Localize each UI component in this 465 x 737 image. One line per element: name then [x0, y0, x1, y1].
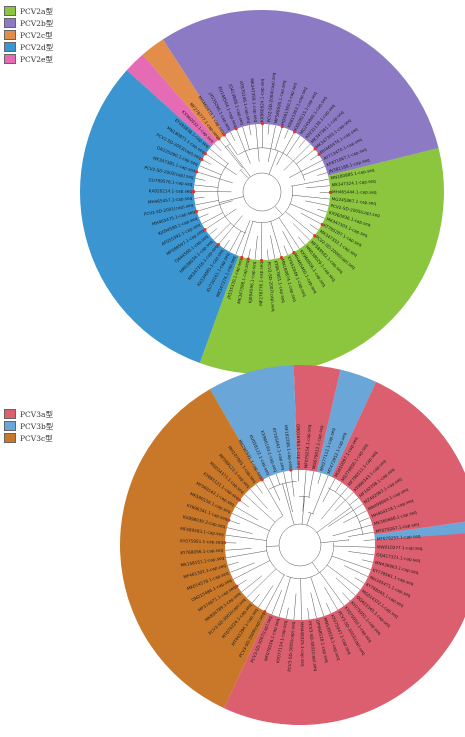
legend-label: PCV2a型 [20, 6, 53, 16]
tip-label: PCV2-SD-2004(cap).seq [266, 72, 276, 123]
tree-center [225, 470, 375, 620]
highlight-marker [217, 137, 221, 141]
highlight-marker [246, 257, 250, 261]
legend-item-pcv2a: PCV2a型 [4, 5, 53, 17]
tip-label: MW010277.1-cap.seq [377, 544, 423, 550]
clade-sector-pcv2a [199, 147, 444, 374]
legend-swatch [4, 409, 16, 419]
tip-label: KX960924.1-cap.seq [259, 78, 264, 122]
clade-sector-pcv2e [126, 54, 218, 147]
legend-swatch [4, 30, 16, 40]
highlight-marker [293, 130, 297, 134]
highlight-marker [227, 518, 231, 522]
highlight-marker [313, 234, 317, 238]
highlight-marker [313, 147, 317, 151]
tip-label: GU799576.1-cap.seq [148, 177, 193, 187]
legend-swatch [4, 433, 16, 443]
legend-item-pcv3c: PCV3c型 [4, 432, 53, 444]
tip-label: MH465444.1-cap.seq [332, 189, 377, 194]
legend-label: PCV2c型 [20, 30, 53, 40]
clade-sector-pcv2b [162, 10, 439, 176]
tree-branches [225, 470, 375, 620]
highlight-marker [260, 258, 264, 263]
legend-label: PCV3b型 [20, 421, 54, 431]
clade-sector-pcv3a [293, 364, 341, 472]
clade-sector-pcv3b [210, 365, 298, 481]
highlight-marker [260, 478, 264, 482]
clade-sector-pcv3b [374, 521, 465, 540]
legend-item-pcv2e: PCV2e型 [4, 53, 53, 65]
highlight-marker [279, 256, 284, 260]
tip-label: KJ094596.1-cap.seq [247, 261, 256, 303]
legend-swatch [4, 6, 16, 16]
highlight-marker [222, 133, 226, 137]
pcv3-circular-tree: PCV3-SD-3009(cap).seqMT461294.1-cap.seqM… [120, 364, 465, 725]
legend-item-pcv2d: PCV2d型 [4, 41, 53, 53]
tip-label: MF278776.1-cap.seq [258, 262, 263, 306]
legend-label: PCV2d型 [20, 42, 54, 52]
highlight-marker [320, 223, 324, 227]
legend-item-pcv3a: PCV3a型 [4, 408, 53, 420]
tip-label: KY768056.1-cap.seq [180, 547, 224, 555]
clade-sector-pcv3a [223, 530, 465, 725]
legend-swatch [4, 421, 16, 431]
highlight-marker [237, 498, 241, 502]
tip-label: PCV3-SD-3001(cap).seq [307, 621, 318, 672]
tip-label: PCV2-SD-2007(cap).seq [266, 261, 276, 312]
highlight-marker [240, 255, 244, 260]
highlight-marker [289, 468, 293, 472]
legend-label: PCV2e型 [20, 54, 53, 64]
pcv2-circular-tree: MK347374.1-cap.seqKU720161.1-cap.seqKX53… [80, 10, 444, 374]
tree-branches [193, 123, 331, 261]
legend-item-pcv2c: PCV2c型 [4, 29, 53, 41]
tree-center [194, 124, 330, 260]
legend-swatch [4, 42, 16, 52]
clade-sector-pcv2d [80, 70, 239, 364]
tip-label: MK347324.1-cap.seq [331, 178, 376, 187]
tip-label: OQ417321.1-cap.seq [376, 552, 421, 563]
highlight-marker [200, 157, 204, 161]
tip-label: PCV3-SD-3005(cap).seq [287, 621, 296, 672]
legend-swatch [4, 18, 16, 28]
highlight-marker [317, 152, 321, 156]
clade-sector-pcv3a [331, 381, 465, 535]
highlight-marker [203, 228, 207, 232]
tip-label: MH448325.1-cap.seq [300, 622, 306, 667]
clade-sector-pcv3c [120, 389, 269, 709]
tip-label: KY075951.1-cap.seq [180, 538, 223, 544]
tip-label: MF079254.1-cap.seq [303, 424, 312, 468]
highlight-marker [194, 209, 198, 214]
tip-label: MH465457.1-cap.seq [148, 195, 193, 204]
tip-label: MG245867.1-cap.seq [331, 196, 376, 206]
tip-label: KX828214.1-cap.seq [149, 188, 193, 193]
highlight-marker [328, 190, 333, 194]
tip-label: MK347359.1-cap.seq [249, 78, 258, 123]
legend-item-pcv3b: PCV3b型 [4, 420, 53, 432]
legend-pcv2: PCV2a型 PCV2b型 PCV2c型 PCV2d型 PCV2e型 [4, 5, 53, 65]
highlight-marker [216, 243, 220, 247]
tip-label: MF589583.1-cap.seq [180, 526, 224, 537]
legend-swatch [4, 54, 16, 64]
highlight-marker [203, 152, 207, 156]
highlight-marker [194, 170, 199, 174]
highlight-marker [280, 124, 284, 129]
highlight-marker [263, 610, 267, 614]
clade-sector-pcv2c [142, 39, 225, 141]
highlight-marker [260, 121, 264, 126]
clade-sector-pcv3b [316, 369, 377, 478]
tip-label: MF162298.1-cap.seq [283, 425, 293, 469]
legend-label: PCV3c型 [20, 433, 53, 443]
highlight-marker [235, 584, 239, 588]
legend-label: PCV2b型 [20, 18, 54, 28]
legend-item-pcv2b: PCV2b型 [4, 17, 53, 29]
tip-label: OR016783.1-cap.seq [296, 424, 302, 468]
highlight-marker [191, 190, 196, 194]
highlight-marker [292, 250, 296, 255]
highlight-marker [234, 126, 238, 131]
highlight-marker [222, 541, 227, 545]
legend-pcv3: PCV3a型 PCV3b型 PCV3c型 [4, 408, 53, 444]
legend-label: PCV3a型 [20, 409, 53, 419]
tip-label: MF079253.1-cap.seq [377, 533, 421, 541]
